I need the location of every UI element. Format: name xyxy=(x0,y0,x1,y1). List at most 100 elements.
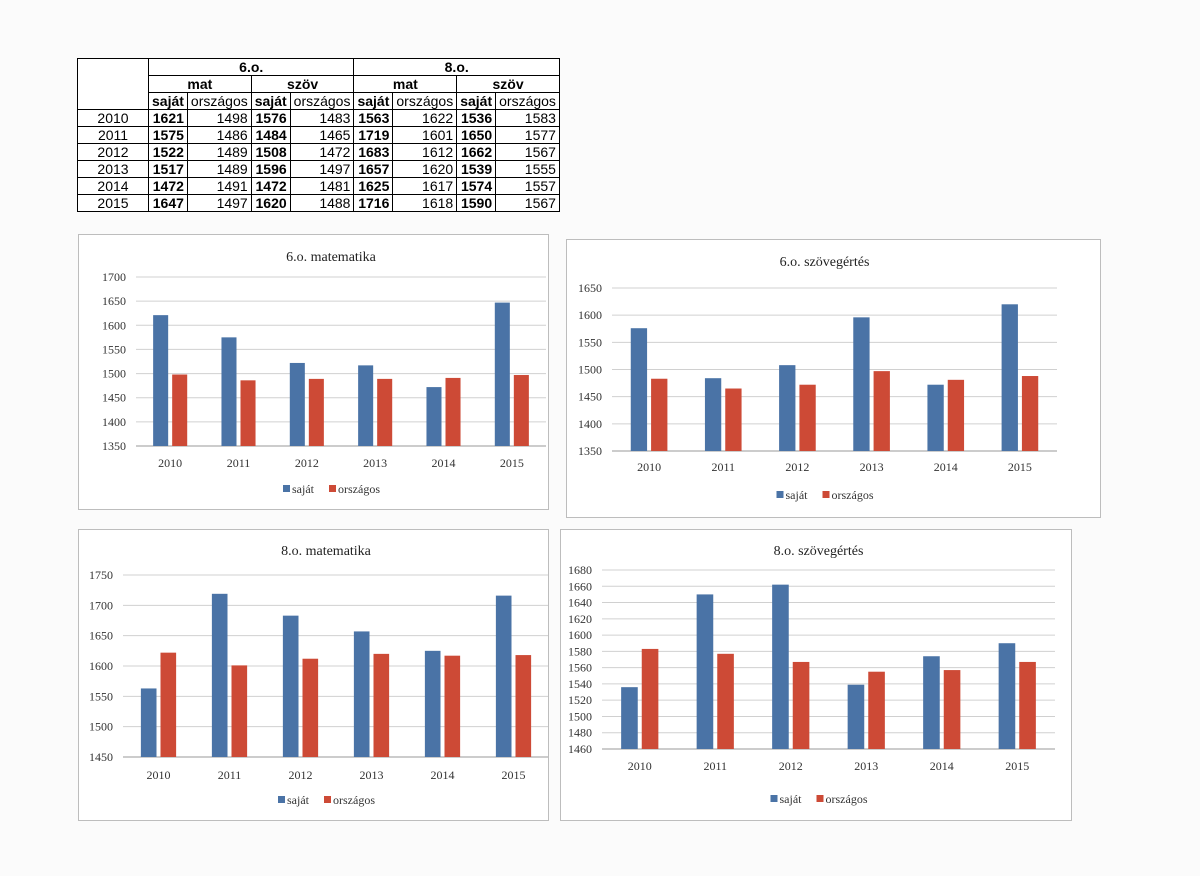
bar-orszagos xyxy=(373,653,390,757)
group-header-8o: 8.o. xyxy=(353,58,560,76)
y-tick-label: 1600 xyxy=(89,659,113,673)
bar-orszagos xyxy=(651,378,668,451)
x-tick-label: 2015 xyxy=(1005,759,1029,773)
bar-orszagos xyxy=(641,648,659,749)
bar-sajat xyxy=(289,362,305,446)
y-tick-label: 1350 xyxy=(578,444,602,458)
subject-header-8o-szov: szöv xyxy=(456,75,560,93)
bar-orszagos xyxy=(943,670,961,749)
legend-label: saját xyxy=(786,488,809,502)
value-cell-orszagos: 1601 xyxy=(392,126,458,144)
bar-orszagos xyxy=(792,661,810,749)
bar-orszagos xyxy=(799,384,816,451)
y-tick-label: 1500 xyxy=(89,720,113,734)
y-tick-label: 1400 xyxy=(102,415,126,429)
value-cell-sajat: 1574 xyxy=(456,177,497,195)
year-cell: 2013 xyxy=(77,160,149,178)
bar-sajat xyxy=(704,378,722,451)
chart-title: 8.o. matematika xyxy=(281,544,372,559)
bar-sajat xyxy=(847,684,865,749)
y-tick-label: 1600 xyxy=(568,628,592,642)
value-cell-orszagos: 1583 xyxy=(495,109,560,127)
x-tick-label: 2014 xyxy=(431,768,455,782)
value-cell-sajat: 1522 xyxy=(148,143,188,161)
value-cell-sajat: 1625 xyxy=(353,177,394,195)
y-tick-label: 1550 xyxy=(89,689,113,703)
y-tick-label: 1480 xyxy=(568,726,592,740)
value-cell-orszagos: 1491 xyxy=(186,177,252,195)
bar-sajat xyxy=(282,615,299,757)
x-tick-label: 2013 xyxy=(860,460,884,474)
bar-sajat xyxy=(853,317,870,451)
y-tick-label: 1500 xyxy=(568,709,592,723)
bar-orszagos xyxy=(717,653,734,749)
bar-sajat xyxy=(923,656,940,749)
chart-title: 6.o. szövegértés xyxy=(780,255,870,270)
y-tick-label: 1450 xyxy=(578,390,602,404)
value-cell-sajat: 1650 xyxy=(456,126,497,144)
value-cell-sajat: 1716 xyxy=(353,194,394,212)
bar-sajat xyxy=(630,328,648,451)
bar-orszagos xyxy=(308,378,324,446)
year-cell: 2010 xyxy=(77,109,149,127)
bar-sajat xyxy=(424,650,441,757)
column-header: országos xyxy=(289,92,355,110)
bar-orszagos xyxy=(1019,661,1036,749)
value-cell-sajat: 1596 xyxy=(250,160,291,178)
value-cell-sajat: 1657 xyxy=(353,160,394,178)
value-cell-sajat: 1719 xyxy=(353,126,394,144)
value-cell-orszagos: 1555 xyxy=(495,160,560,178)
x-tick-label: 2013 xyxy=(854,759,878,773)
y-tick-label: 1520 xyxy=(568,693,592,707)
y-tick-label: 1460 xyxy=(568,742,592,756)
table-row: 2010 1621 1498 1576 1483 1563 1622 1536 1583 xyxy=(77,109,560,127)
y-tick-label: 1450 xyxy=(102,391,126,405)
value-cell-sajat: 1484 xyxy=(250,126,291,144)
value-cell-orszagos: 1557 xyxy=(495,177,560,195)
legend-swatch-orszagos xyxy=(822,491,830,498)
bar-orszagos xyxy=(515,655,532,757)
results-table: 6.o. 8.o. mat szöv mat szöv saját ország… xyxy=(77,58,560,212)
chart-8o-szovegertes: 8.o. szövegértés 1460 1480 1500 1520 1540 1560… xyxy=(560,529,1072,821)
bar-sajat xyxy=(211,593,228,757)
y-tick-label: 1500 xyxy=(578,363,602,377)
y-tick-label: 1680 xyxy=(568,563,592,577)
value-cell-sajat: 1536 xyxy=(456,109,497,127)
bar-orszagos xyxy=(947,379,965,451)
x-tick-label: 2013 xyxy=(360,768,384,782)
y-tick-label: 1600 xyxy=(102,318,126,332)
value-cell-orszagos: 1488 xyxy=(289,194,355,212)
bar-orszagos xyxy=(1021,376,1039,451)
bar-orszagos xyxy=(445,377,461,446)
column-header: saját xyxy=(353,92,394,110)
bar-orszagos xyxy=(377,378,393,446)
chart-6o-szovegertes: 6.o. szövegértés 1350 1400 1450 1500 1550 1600… xyxy=(566,239,1101,518)
year-cell: 2014 xyxy=(77,177,149,195)
bar-orszagos xyxy=(444,655,461,757)
bar-sajat xyxy=(140,688,157,757)
y-tick-label: 1550 xyxy=(578,335,602,349)
chart-8o-matematika-svg: 8.o. matematika 1450 1500 1550 1600 1650 1700 1… xyxy=(89,544,548,807)
year-cell: 2012 xyxy=(77,143,149,161)
value-cell-orszagos: 1618 xyxy=(392,194,458,212)
bar-sajat xyxy=(927,384,944,451)
table-row: 2014 1472 1491 1472 1481 1625 1617 1574 1557 xyxy=(77,177,560,195)
table-row: 2015 1647 1497 1620 1488 1716 1618 1590 1567 xyxy=(77,194,560,212)
x-tick-label: 2011 xyxy=(711,460,735,474)
value-cell-orszagos: 1497 xyxy=(289,160,355,178)
bar-orszagos xyxy=(160,652,177,757)
bar-orszagos xyxy=(873,371,890,451)
table-row: 2011 1575 1486 1484 1465 1719 1601 1650 1577 xyxy=(77,126,560,144)
y-tick-label: 1620 xyxy=(568,612,592,626)
y-tick-label: 1400 xyxy=(578,417,602,431)
x-tick-label: 2014 xyxy=(934,460,958,474)
value-cell-sajat: 1517 xyxy=(148,160,188,178)
table-corner-cell xyxy=(77,58,149,110)
x-tick-label: 2015 xyxy=(1008,460,1032,474)
value-cell-orszagos: 1472 xyxy=(289,143,355,161)
legend-label: országos xyxy=(338,482,380,496)
value-cell-orszagos: 1577 xyxy=(495,126,560,144)
y-tick-label: 1550 xyxy=(102,342,126,356)
bar-orszagos xyxy=(725,388,742,451)
value-cell-sajat: 1472 xyxy=(250,177,291,195)
